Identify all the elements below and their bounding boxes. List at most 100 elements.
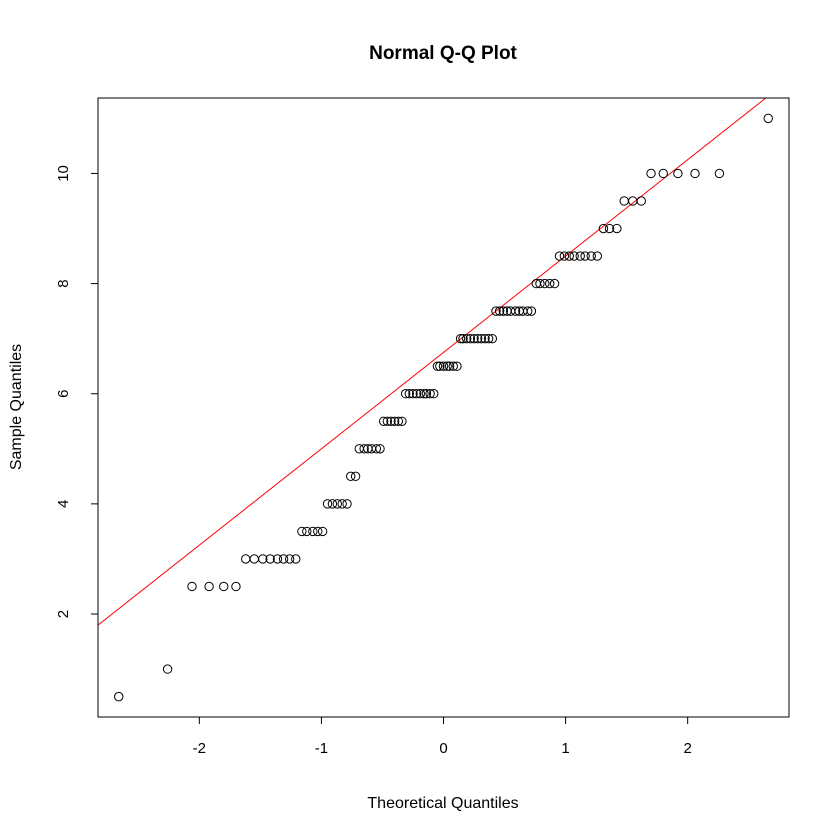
x-axis-label: Theoretical Quantiles <box>367 795 518 812</box>
data-point <box>564 251 574 261</box>
data-point <box>435 361 445 371</box>
data-point <box>763 113 773 124</box>
data-point <box>523 306 533 316</box>
y-tick-label: 10 <box>55 165 72 182</box>
data-point <box>354 444 364 454</box>
data-point <box>586 251 596 261</box>
data-point <box>421 389 432 399</box>
data-point <box>393 416 404 426</box>
data-point <box>604 223 615 234</box>
data-point <box>658 168 668 179</box>
data-point <box>575 251 585 261</box>
data-point <box>415 389 426 399</box>
data-point <box>342 499 352 509</box>
data-point <box>404 389 415 399</box>
data-point <box>483 333 494 344</box>
data-point <box>526 306 537 316</box>
y-tick-label: 8 <box>55 279 72 287</box>
data-point <box>444 361 455 371</box>
data-point <box>272 554 283 564</box>
data-point <box>469 333 479 344</box>
data-point <box>432 361 443 371</box>
data-point <box>308 526 318 537</box>
data-point <box>241 554 251 564</box>
data-point <box>187 581 197 592</box>
data-point <box>162 664 173 674</box>
x-tick-label: 1 <box>561 740 569 757</box>
x-tick-label: 2 <box>683 740 691 757</box>
x-axis: -2 -1 0 1 2 <box>193 716 692 757</box>
data-point <box>452 361 462 371</box>
data-point <box>375 444 385 454</box>
data-point <box>291 554 301 564</box>
data-point <box>411 389 422 399</box>
data-point <box>580 251 590 261</box>
data-point <box>476 333 487 344</box>
reference-line <box>98 98 767 626</box>
data-point <box>219 581 229 592</box>
data-point <box>204 581 214 592</box>
data-point <box>612 223 622 234</box>
data-point <box>498 306 509 316</box>
data-point <box>487 333 498 344</box>
data-point <box>646 168 656 179</box>
y-tick-label: 2 <box>55 610 72 618</box>
data-point <box>258 554 268 564</box>
data-point <box>636 196 646 206</box>
data-point <box>397 416 407 426</box>
data-point <box>278 554 289 564</box>
y-axis: 2 4 6 8 10 <box>55 165 99 618</box>
data-point <box>472 333 483 344</box>
data-point <box>480 333 490 344</box>
x-tick-label: -1 <box>315 740 328 757</box>
data-point <box>359 444 369 454</box>
data-point <box>592 251 603 261</box>
data-point <box>313 526 323 537</box>
data-point <box>690 168 700 179</box>
data-point <box>371 444 382 454</box>
data-point <box>438 361 449 371</box>
data-point <box>455 333 466 344</box>
data-point <box>327 499 338 509</box>
data-point <box>598 223 609 234</box>
data-point <box>429 389 439 399</box>
data-point <box>231 581 241 592</box>
data-point <box>461 333 472 344</box>
y-tick-label: 4 <box>55 500 72 508</box>
data-point <box>465 333 476 344</box>
data-point <box>619 196 629 206</box>
data-point <box>569 251 579 261</box>
data-point <box>322 499 333 509</box>
x-tick-label: -2 <box>193 740 206 757</box>
data-point <box>559 251 570 261</box>
chart-title: Normal Q-Q Plot <box>369 43 517 64</box>
data-point <box>714 168 725 179</box>
data-point <box>284 554 295 564</box>
data-point <box>346 471 356 482</box>
data-point <box>386 416 396 426</box>
data-point <box>317 526 328 537</box>
data-point <box>382 416 393 426</box>
data-point <box>297 526 307 537</box>
data-point <box>249 554 259 564</box>
data-point <box>337 499 347 509</box>
data-point <box>673 168 683 179</box>
data-point <box>442 361 452 371</box>
data-point <box>400 389 411 399</box>
data-point <box>332 499 342 509</box>
y-axis-label: Sample Quantiles <box>8 344 25 470</box>
data-point <box>540 278 550 289</box>
plot-frame <box>97 97 790 718</box>
data-point <box>458 333 468 344</box>
data-point <box>302 526 312 537</box>
data-point <box>494 306 505 316</box>
data-point <box>510 306 521 316</box>
data-point <box>425 389 435 399</box>
data-point <box>535 278 545 289</box>
data-point <box>491 306 501 316</box>
data-point <box>265 554 275 564</box>
data-point <box>448 361 458 371</box>
x-tick-label: 0 <box>439 740 447 757</box>
data-point <box>408 389 418 399</box>
